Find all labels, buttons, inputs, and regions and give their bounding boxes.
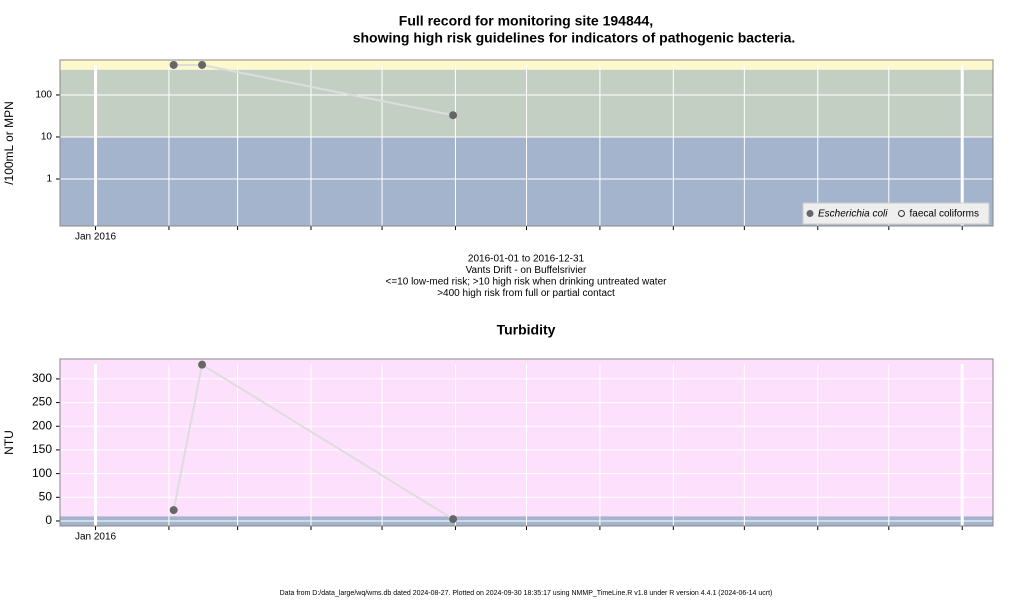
plot-frame <box>59 59 994 227</box>
y-tick-label: 100 <box>35 90 52 101</box>
data-point <box>198 360 207 369</box>
legend-marker <box>897 210 905 217</box>
y-tick-label: 1 <box>46 174 52 185</box>
x-tick-label: Jan 2016 <box>75 232 117 243</box>
y-tick-label: 300 <box>32 371 52 385</box>
data-point <box>449 111 458 120</box>
y-tick-label: 250 <box>32 395 52 409</box>
legend-box <box>802 202 990 225</box>
data-point <box>169 506 178 515</box>
data-point <box>169 60 178 69</box>
chart-title: showing high risk guidelines for indicat… <box>353 30 796 46</box>
legend-marker <box>806 210 814 217</box>
y-tick-label: 150 <box>32 442 52 456</box>
legend-label: faecal coliforms <box>909 209 978 220</box>
y-tick-label: 0 <box>45 513 52 527</box>
data-point <box>198 60 207 69</box>
y-axis-label: NTU <box>2 430 16 455</box>
y-tick-label: 100 <box>32 466 52 480</box>
x-tick-label: Jan 2016 <box>75 532 117 543</box>
legend-label: Escherichia coli <box>818 209 888 220</box>
data-point <box>449 515 458 524</box>
footer: Data from D:/data_large/wq/wms.db dated … <box>280 590 773 597</box>
y-tick-label: 200 <box>32 418 52 432</box>
plot-frame <box>59 358 994 527</box>
subtitle: >400 high risk from full or partial cont… <box>437 288 615 299</box>
y-tick-label: 10 <box>41 132 53 143</box>
subtitle: Vants Drift - on Buffelsrivier <box>466 265 587 276</box>
subtitle: <=10 low-med risk; >10 high risk when dr… <box>386 277 668 288</box>
chart-title: Full record for monitoring site 194844, <box>399 13 653 29</box>
y-tick-label: 50 <box>39 489 53 503</box>
y-axis-label: /100mL or MPN <box>2 101 16 185</box>
chart-title: Turbidity <box>497 322 556 338</box>
subtitle: 2016-01-01 to 2016-12-31 <box>468 254 585 265</box>
risk-band <box>60 60 993 70</box>
